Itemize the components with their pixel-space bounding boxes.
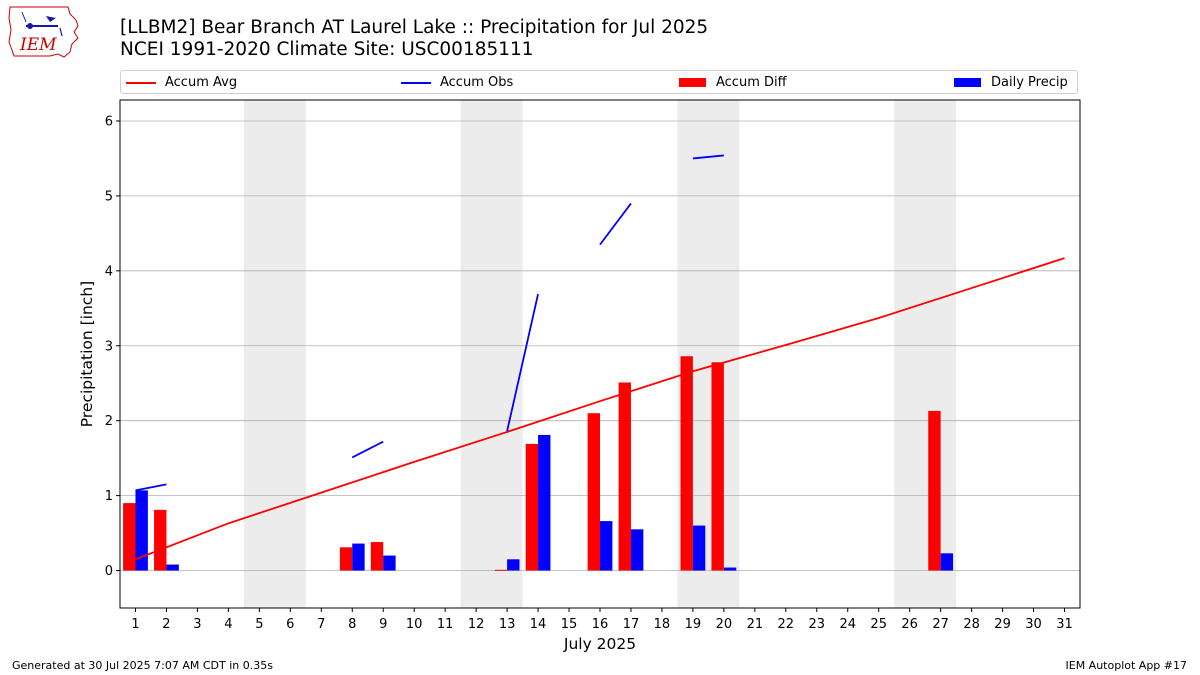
- x-tick-label-16: 16: [592, 617, 609, 632]
- chart-title-line2: NCEI 1991-2020 Climate Site: USC00185111: [120, 39, 534, 60]
- x-tick-label-7: 7: [317, 617, 325, 632]
- x-tick-label-21: 21: [747, 617, 764, 632]
- legend-item-daily-precip: Daily Precip: [954, 74, 1068, 92]
- weekend-shade-1: [243, 100, 306, 608]
- x-tick-label-10: 10: [406, 617, 423, 632]
- x-tick-label-11: 11: [437, 617, 454, 632]
- x-tick-label-14: 14: [530, 617, 547, 632]
- bar-accum-diff-day-14: [525, 443, 539, 571]
- x-tick-label-1: 1: [131, 617, 139, 632]
- line-accum-avg: [135, 257, 1065, 561]
- bar-accum-diff-day-19: [680, 356, 693, 571]
- x-tick-label-13: 13: [499, 617, 516, 632]
- y-tick-label-3: 3: [105, 339, 113, 354]
- footer-app-id: IEM Autoplot App #17: [1065, 659, 1188, 672]
- legend-swatch-accum-diff: [679, 78, 706, 87]
- x-tick-label-5: 5: [255, 617, 263, 632]
- bar-daily-precip-day-17: [630, 529, 644, 571]
- iem-logo: IEM: [8, 6, 79, 58]
- line-accum-obs-segment-4: [599, 202, 632, 246]
- bar-accum-diff-day-17: [618, 382, 631, 571]
- legend-swatch-daily-precip: [954, 78, 981, 87]
- legend-swatch-accum-avg: [126, 81, 156, 84]
- iem-logo-text: IEM: [19, 35, 57, 55]
- y-tick-label-1: 1: [105, 489, 113, 504]
- x-axis-label: July 2025: [563, 635, 636, 653]
- bar-daily-precip-day-14: [538, 434, 551, 571]
- legend-label-accum-obs: Accum Obs: [440, 75, 514, 90]
- bar-accum-diff-day-2: [154, 509, 167, 571]
- bar-daily-precip-day-16: [600, 521, 613, 571]
- bar-daily-precip-day-13: [507, 559, 520, 571]
- bar-daily-precip-day-19: [692, 525, 706, 571]
- line-accum-obs-segment-1: [135, 483, 167, 492]
- legend-label-accum-diff: Accum Diff: [716, 75, 787, 90]
- legend-label-accum-avg: Accum Avg: [165, 75, 238, 90]
- y-axis-label: Precipitation [inch]: [78, 281, 96, 427]
- bar-accum-diff-day-20: [711, 362, 724, 571]
- bar-accum-diff-day-27: [928, 410, 941, 571]
- bar-daily-precip-day-8: [352, 543, 365, 571]
- footer-generated: Generated at 30 Jul 2025 7:07 AM CDT in …: [12, 659, 273, 672]
- chart-legend: Accum Avg Accum Obs Accum Diff Daily Pre…: [120, 70, 1078, 94]
- chart-title: [LLBM2] Bear Branch AT Laurel Lake :: Pr…: [120, 17, 708, 61]
- x-tick-label-4: 4: [224, 617, 232, 632]
- x-tick-label-6: 6: [286, 617, 294, 632]
- x-tick-label-3: 3: [193, 617, 201, 632]
- bar-daily-precip-day-1: [135, 490, 148, 571]
- x-tick-label-2: 2: [162, 617, 170, 632]
- chart-title-line1: [LLBM2] Bear Branch AT Laurel Lake :: Pr…: [120, 17, 709, 38]
- bar-accum-diff-day-1: [123, 503, 136, 571]
- bar-accum-diff-day-13: [494, 569, 508, 571]
- x-tick-label-26: 26: [901, 617, 918, 632]
- line-accum-obs-segment-3: [506, 293, 539, 432]
- y-tick-label-4: 4: [105, 264, 113, 279]
- x-tick-label-8: 8: [348, 617, 356, 632]
- legend-item-accum-obs: Accum Obs: [401, 74, 513, 92]
- x-tick-label-22: 22: [778, 617, 795, 632]
- legend-label-daily-precip: Daily Precip: [991, 75, 1068, 90]
- legend-item-accum-avg: Accum Avg: [126, 74, 237, 92]
- bar-daily-precip-day-9: [383, 555, 396, 571]
- weekend-shade-2: [460, 100, 523, 608]
- line-accum-obs-segment-2: [351, 440, 384, 459]
- bar-daily-precip-day-2: [166, 564, 179, 571]
- legend-item-accum-diff: Accum Diff: [679, 74, 787, 92]
- x-tick-label-29: 29: [994, 617, 1011, 632]
- x-tick-label-12: 12: [468, 617, 485, 632]
- x-tick-label-19: 19: [685, 617, 702, 632]
- bar-accum-diff-day-16: [587, 413, 600, 571]
- x-tick-label-9: 9: [379, 617, 387, 632]
- y-tick-label-5: 5: [105, 189, 113, 204]
- line-accum-obs-segment-5: [692, 154, 724, 160]
- x-tick-label-17: 17: [623, 617, 640, 632]
- bar-accum-diff-day-8: [339, 547, 353, 571]
- x-tick-label-25: 25: [870, 617, 887, 632]
- bar-daily-precip-day-20: [723, 567, 737, 571]
- bar-accum-diff-day-9: [370, 542, 384, 571]
- x-tick-label-23: 23: [809, 617, 826, 632]
- x-tick-label-27: 27: [932, 617, 949, 632]
- weekend-shade-4: [894, 100, 957, 608]
- y-tick-label-6: 6: [105, 114, 113, 129]
- y-tick-label-2: 2: [105, 414, 113, 429]
- x-tick-label-20: 20: [716, 617, 733, 632]
- x-tick-label-24: 24: [839, 617, 856, 632]
- x-tick-label-30: 30: [1025, 617, 1042, 632]
- x-tick-label-28: 28: [963, 617, 980, 632]
- x-tick-label-15: 15: [561, 617, 578, 632]
- x-tick-label-18: 18: [654, 617, 671, 632]
- legend-swatch-accum-obs: [401, 81, 431, 84]
- bar-daily-precip-day-27: [940, 553, 954, 571]
- y-tick-label-0: 0: [105, 564, 113, 579]
- x-tick-label-31: 31: [1056, 617, 1073, 632]
